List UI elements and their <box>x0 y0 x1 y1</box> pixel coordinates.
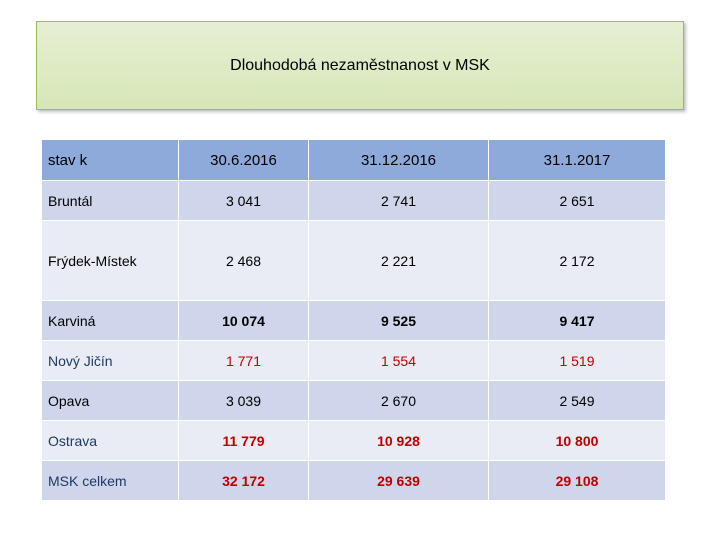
header-cell-date: 30.6.2016 <box>178 139 309 181</box>
header-cell-date: 31.1.2017 <box>488 139 666 181</box>
table-cell: 1 519 <box>488 340 666 381</box>
table-row-ostrava: Ostrava 11 779 10 928 10 800 <box>41 420 666 461</box>
table-cell: 10 928 <box>308 420 489 461</box>
table-cell: 9 525 <box>308 300 489 341</box>
table-cell: 1 554 <box>308 340 489 381</box>
table-cell: 9 417 <box>488 300 666 341</box>
table-row-karvina: Karviná 10 074 9 525 9 417 <box>41 300 666 341</box>
table-cell: 2 172 <box>488 220 666 301</box>
table-row-bruntal: Bruntál 3 041 2 741 2 651 <box>41 180 666 221</box>
table-cell: 11 779 <box>178 420 309 461</box>
table-cell: 10 800 <box>488 420 666 461</box>
table-cell: 2 468 <box>178 220 309 301</box>
slide-title-box: Dlouhodobá nezaměstnanost v MSK <box>36 21 684 110</box>
header-cell-label: stav k <box>41 139 179 181</box>
table-cell: 2 221 <box>308 220 489 301</box>
table-row-msk-total: MSK celkem 32 172 29 639 29 108 <box>41 460 666 501</box>
table-cell: 2 549 <box>488 380 666 421</box>
table-row-novy-jicin: Nový Jičín 1 771 1 554 1 519 <box>41 340 666 381</box>
table-cell: 29 108 <box>488 460 666 501</box>
row-label: Bruntál <box>41 180 179 221</box>
unemployment-table: stav k 30.6.2016 31.12.2016 31.1.2017 Br… <box>41 139 666 501</box>
row-label: Ostrava <box>41 420 179 461</box>
table-cell: 32 172 <box>178 460 309 501</box>
table-cell: 29 639 <box>308 460 489 501</box>
row-label: Nový Jičín <box>41 340 179 381</box>
header-cell-date: 31.12.2016 <box>308 139 489 181</box>
table-header-row: stav k 30.6.2016 31.12.2016 31.1.2017 <box>41 139 666 181</box>
table-cell: 3 039 <box>178 380 309 421</box>
table-cell: 2 741 <box>308 180 489 221</box>
row-label: Frýdek-Místek <box>41 220 179 301</box>
table-cell: 2 670 <box>308 380 489 421</box>
slide-title: Dlouhodobá nezaměstnanost v MSK <box>230 56 490 74</box>
table-cell: 1 771 <box>178 340 309 381</box>
row-label: MSK celkem <box>41 460 179 501</box>
row-label: Opava <box>41 380 179 421</box>
table-row-opava: Opava 3 039 2 670 2 549 <box>41 380 666 421</box>
table-row-frydek-mistek: Frýdek-Místek 2 468 2 221 2 172 <box>41 220 666 301</box>
row-label: Karviná <box>41 300 179 341</box>
table-cell: 2 651 <box>488 180 666 221</box>
table-cell: 10 074 <box>178 300 309 341</box>
table-cell: 3 041 <box>178 180 309 221</box>
